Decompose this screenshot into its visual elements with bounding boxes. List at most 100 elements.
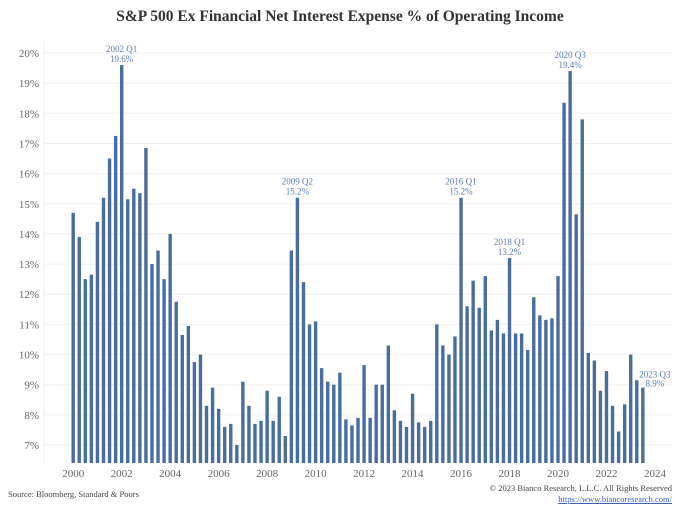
bar <box>277 396 281 463</box>
bar <box>362 365 366 463</box>
bar <box>307 324 312 463</box>
annotation-value: 15.2% <box>286 187 310 197</box>
y-tick-label: 13% <box>19 259 39 271</box>
bar <box>283 435 287 463</box>
y-tick-label: 20% <box>19 48 39 60</box>
bar <box>629 354 633 463</box>
bar <box>319 368 324 463</box>
bar <box>301 282 306 463</box>
bar <box>204 405 209 463</box>
bar <box>392 410 397 463</box>
bar <box>526 350 530 463</box>
bar <box>568 71 572 463</box>
bar <box>71 212 75 463</box>
bar <box>119 65 124 463</box>
y-tick-label: 12% <box>19 289 39 301</box>
bar <box>198 354 203 463</box>
x-tick-label: 2008 <box>256 468 279 480</box>
bar <box>259 420 263 463</box>
x-tick-label: 2016 <box>450 468 473 480</box>
y-axis: 7% 8% 9% 10% 11% 12% 13% 14% 15% 16% 17% 18% 19% 20% <box>19 48 39 452</box>
y-tick-label: 11% <box>19 319 39 331</box>
copyright-text: © 2023 Bianco Research, L.L.C. All Right… <box>489 483 672 493</box>
bar <box>410 393 415 463</box>
bar <box>532 297 536 463</box>
bar <box>326 381 330 463</box>
bar <box>641 387 645 463</box>
chart-area: 7%8%9%10%11%12%13%14%15%16%17%18%19%20% … <box>19 40 672 480</box>
bar <box>422 426 427 463</box>
bar <box>229 423 233 463</box>
bar <box>459 197 463 464</box>
bar <box>113 135 118 464</box>
bar <box>550 318 554 463</box>
y-tick-label: 16% <box>19 169 39 181</box>
bar <box>544 319 548 463</box>
x-tick-label: 2018 <box>499 468 522 480</box>
x-tick-label: 2024 <box>644 468 667 480</box>
y-tick-label: 15% <box>19 199 39 211</box>
bar <box>635 380 639 463</box>
chart-title: S&P 500 Ex Financial Net Interest Expens… <box>116 8 564 25</box>
y-tick-label: 9% <box>24 380 39 392</box>
bar <box>216 408 221 463</box>
bar <box>556 276 560 463</box>
bar <box>77 236 81 463</box>
bar <box>132 188 136 463</box>
bar <box>265 390 269 463</box>
website-link[interactable]: https://www.biancoresearch.com/ <box>558 494 672 504</box>
source-note: Source: Bloomberg, Standard & Poors <box>8 489 139 499</box>
bar <box>471 280 475 463</box>
bar <box>513 333 518 463</box>
bar <box>150 264 154 463</box>
bar <box>89 274 94 463</box>
bar <box>101 197 106 464</box>
bar <box>501 333 506 463</box>
bar <box>592 360 597 463</box>
annotation-label: 2018 Q1 <box>494 237 525 247</box>
y-tick-label: 10% <box>19 350 39 362</box>
bar <box>538 315 542 463</box>
bar <box>586 353 590 463</box>
bar <box>144 147 148 464</box>
bar <box>271 420 275 463</box>
annotation-value: 19.6% <box>110 54 134 64</box>
bar <box>186 325 191 463</box>
bar <box>289 250 294 463</box>
bar <box>180 334 184 463</box>
y-tick-label: 7% <box>24 440 39 452</box>
bars <box>71 65 645 464</box>
bar <box>441 345 445 463</box>
x-tick-label: 2000 <box>62 468 85 480</box>
annotation-value: 19.4% <box>558 60 582 70</box>
bar <box>313 321 318 463</box>
bar <box>398 420 403 463</box>
bar <box>295 197 300 464</box>
bar <box>210 387 215 463</box>
bar <box>386 345 391 463</box>
bar <box>95 221 100 463</box>
bar <box>495 319 500 463</box>
y-tick-label: 18% <box>19 108 39 120</box>
bar <box>192 362 197 463</box>
y-tick-label: 8% <box>24 410 39 422</box>
annotation-label: 2002 Q1 <box>106 44 137 54</box>
bar <box>156 250 160 463</box>
bar <box>489 330 494 463</box>
bar <box>477 307 481 463</box>
annotation-label: 2009 Q2 <box>282 177 313 187</box>
y-tick-label: 14% <box>19 229 39 241</box>
bar <box>168 233 172 463</box>
annotation-label: 2016 Q1 <box>445 177 476 187</box>
bar <box>241 381 245 463</box>
bar <box>447 354 451 463</box>
bar <box>616 431 621 463</box>
bar <box>356 417 360 463</box>
bar <box>562 102 566 463</box>
annotation-value: 8.9% <box>645 379 664 389</box>
x-tick-label: 2006 <box>208 468 231 480</box>
annotation-label: 2020 Q3 <box>554 50 586 60</box>
x-tick-label: 2014 <box>402 468 425 480</box>
bar <box>610 405 615 463</box>
